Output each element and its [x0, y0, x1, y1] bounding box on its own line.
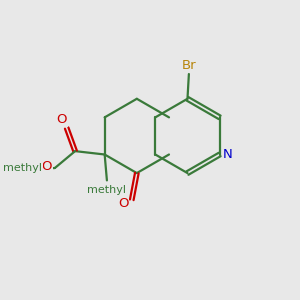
Text: Br: Br [182, 58, 197, 71]
Text: O: O [118, 197, 129, 210]
Text: O: O [42, 160, 52, 173]
Text: methyl: methyl [87, 185, 126, 195]
Text: O: O [56, 113, 67, 126]
Text: N: N [223, 148, 233, 161]
Text: methyl: methyl [3, 163, 42, 173]
